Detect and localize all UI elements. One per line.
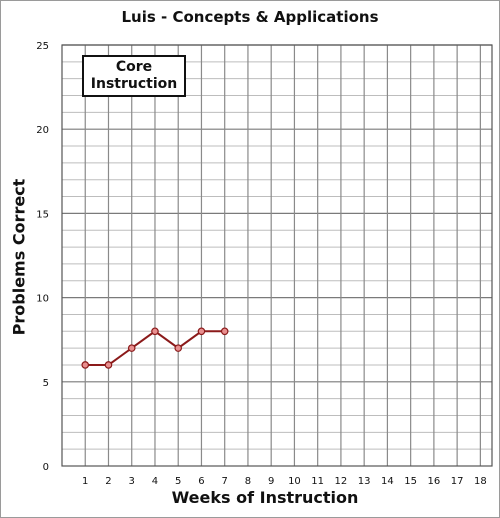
data-point <box>220 327 229 336</box>
y-tick-label: 5 <box>43 378 49 389</box>
x-tick-label: 17 <box>451 476 464 487</box>
x-tick-label: 16 <box>428 476 441 487</box>
x-tick-label: 7 <box>222 476 228 487</box>
x-tick-label: 1 <box>82 476 88 487</box>
x-tick-label: 10 <box>288 476 301 487</box>
x-tick-label: 14 <box>381 476 394 487</box>
y-tick-label: 0 <box>43 462 49 473</box>
x-tick-label: 9 <box>268 476 274 487</box>
x-tick-label: 15 <box>404 476 417 487</box>
plot-background <box>62 45 492 466</box>
chart-title: Luis - Concepts & Applications <box>121 8 379 26</box>
data-point <box>104 361 113 369</box>
data-point <box>174 344 183 352</box>
x-tick-label: 5 <box>175 476 181 487</box>
x-tick-label: 3 <box>129 476 135 487</box>
x-tick-label: 11 <box>311 476 324 487</box>
x-tick-label: 8 <box>245 476 251 487</box>
x-tick-label: 18 <box>474 476 487 487</box>
y-tick-label: 25 <box>36 41 49 52</box>
data-point <box>151 327 159 336</box>
x-tick-label: 2 <box>105 476 111 487</box>
phase-label-box: Core Instruction <box>82 55 186 97</box>
y-tick-label: 10 <box>36 294 49 305</box>
x-tick-label: 6 <box>198 476 204 487</box>
x-tick-label: 12 <box>335 476 348 487</box>
y-tick-label: 20 <box>36 125 49 136</box>
data-point <box>81 361 90 369</box>
y-tick-label: 15 <box>36 209 49 220</box>
x-tick-label: 4 <box>152 476 158 487</box>
x-tick-label: 13 <box>358 476 371 487</box>
x-axis-label: Weeks of Instruction <box>171 488 359 507</box>
plot-border <box>61 44 493 467</box>
data-point <box>127 344 136 352</box>
data-point <box>197 327 206 336</box>
